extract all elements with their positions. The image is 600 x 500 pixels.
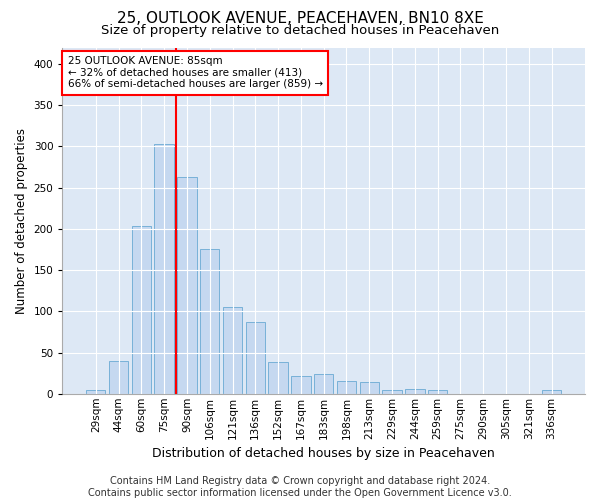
Text: 25, OUTLOOK AVENUE, PEACEHAVEN, BN10 8XE: 25, OUTLOOK AVENUE, PEACEHAVEN, BN10 8XE <box>116 11 484 26</box>
Bar <box>131 226 151 394</box>
Bar <box>337 382 356 394</box>
Bar <box>314 374 334 394</box>
Y-axis label: Number of detached properties: Number of detached properties <box>15 128 28 314</box>
X-axis label: Distribution of detached houses by size in Peacehaven: Distribution of detached houses by size … <box>152 447 495 460</box>
Bar <box>359 382 379 394</box>
Bar <box>86 390 106 394</box>
Bar <box>268 362 288 394</box>
Text: Contains HM Land Registry data © Crown copyright and database right 2024.
Contai: Contains HM Land Registry data © Crown c… <box>88 476 512 498</box>
Bar <box>291 376 311 394</box>
Bar <box>200 250 220 394</box>
Bar <box>405 389 425 394</box>
Bar <box>109 361 128 394</box>
Bar <box>154 144 174 394</box>
Text: 25 OUTLOOK AVENUE: 85sqm
← 32% of detached houses are smaller (413)
66% of semi-: 25 OUTLOOK AVENUE: 85sqm ← 32% of detach… <box>68 56 323 90</box>
Bar <box>245 322 265 394</box>
Bar <box>223 307 242 394</box>
Bar <box>428 390 447 394</box>
Bar <box>177 177 197 394</box>
Text: Size of property relative to detached houses in Peacehaven: Size of property relative to detached ho… <box>101 24 499 37</box>
Bar <box>542 390 561 394</box>
Bar <box>382 390 402 394</box>
